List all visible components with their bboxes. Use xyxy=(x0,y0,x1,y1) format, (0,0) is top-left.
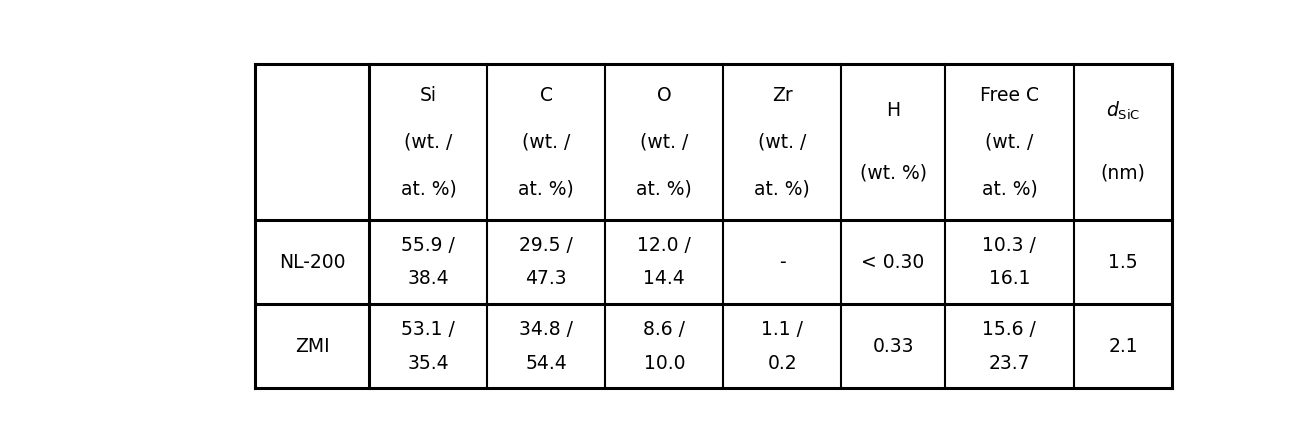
Text: O: O xyxy=(657,86,671,105)
Text: (wt. /: (wt. / xyxy=(759,133,807,151)
Text: NL-200: NL-200 xyxy=(279,253,345,271)
Text: 8.6 /: 8.6 / xyxy=(644,320,685,339)
Text: (wt. /: (wt. / xyxy=(985,133,1033,151)
Text: H: H xyxy=(886,101,900,121)
Text: 10.0: 10.0 xyxy=(644,353,685,373)
Text: -: - xyxy=(780,253,786,271)
Text: 29.5 /: 29.5 / xyxy=(519,236,573,255)
Text: 0.2: 0.2 xyxy=(768,353,797,373)
Text: (nm): (nm) xyxy=(1100,164,1146,183)
Text: $d_\mathrm{SiC}$: $d_\mathrm{SiC}$ xyxy=(1105,100,1141,122)
Text: (wt. /: (wt. / xyxy=(404,133,453,151)
Text: (wt. %): (wt. %) xyxy=(859,164,926,183)
Text: 2.1: 2.1 xyxy=(1108,337,1138,356)
Text: 23.7: 23.7 xyxy=(989,353,1031,373)
Text: 1.1 /: 1.1 / xyxy=(761,320,803,339)
Text: at. %): at. %) xyxy=(518,179,574,198)
Text: Si: Si xyxy=(420,86,437,105)
Text: C: C xyxy=(540,86,553,105)
Text: at. %): at. %) xyxy=(637,179,692,198)
Text: < 0.30: < 0.30 xyxy=(862,253,925,271)
Text: 35.4: 35.4 xyxy=(408,353,449,373)
Text: 15.6 /: 15.6 / xyxy=(982,320,1036,339)
Text: 10.3 /: 10.3 / xyxy=(982,236,1036,255)
Text: 53.1 /: 53.1 / xyxy=(402,320,455,339)
Text: 54.4: 54.4 xyxy=(526,353,568,373)
Text: (wt. /: (wt. / xyxy=(640,133,688,151)
Text: 12.0 /: 12.0 / xyxy=(637,236,691,255)
Text: 47.3: 47.3 xyxy=(526,269,568,289)
Text: 0.33: 0.33 xyxy=(872,337,914,356)
Text: at. %): at. %) xyxy=(755,179,810,198)
Text: 1.5: 1.5 xyxy=(1108,253,1138,271)
Text: 16.1: 16.1 xyxy=(989,269,1031,289)
Text: at. %): at. %) xyxy=(981,179,1037,198)
Text: Free C: Free C xyxy=(980,86,1039,105)
Text: 38.4: 38.4 xyxy=(408,269,449,289)
Text: 34.8 /: 34.8 / xyxy=(519,320,573,339)
Text: 14.4: 14.4 xyxy=(644,269,685,289)
Text: 55.9 /: 55.9 / xyxy=(402,236,455,255)
Text: at. %): at. %) xyxy=(400,179,456,198)
Text: (wt. /: (wt. / xyxy=(522,133,570,151)
Text: Zr: Zr xyxy=(772,86,793,105)
Text: ZMI: ZMI xyxy=(294,337,330,356)
